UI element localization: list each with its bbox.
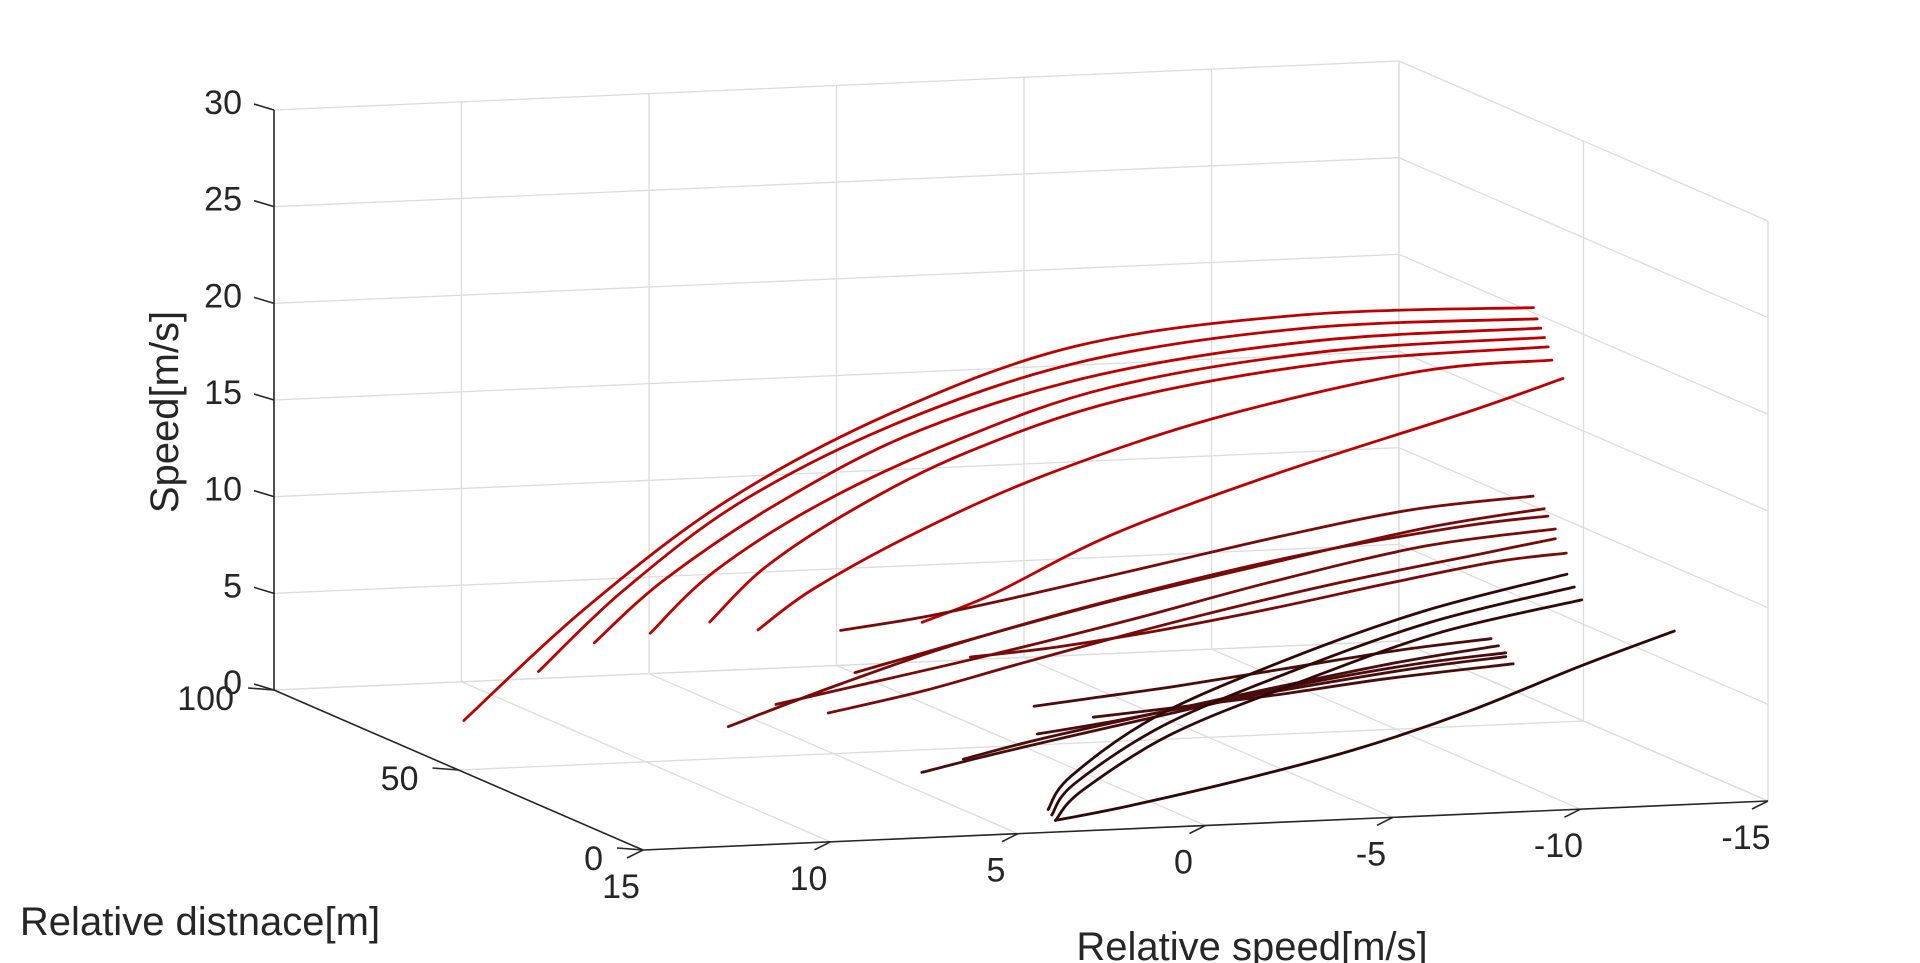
z-tick-label: 5 bbox=[223, 567, 242, 605]
x-tick-mark bbox=[626, 849, 644, 859]
trajectory-line bbox=[1032, 637, 1493, 708]
x-tick-mark bbox=[1564, 808, 1581, 818]
y-tick-label: 100 bbox=[177, 680, 234, 718]
trajectory-line bbox=[726, 514, 1550, 728]
y-tick-label: 50 bbox=[381, 760, 419, 798]
x-tick-mark bbox=[1751, 800, 1769, 810]
backwall-gridline-z bbox=[273, 157, 1400, 208]
z-tick-mark bbox=[253, 296, 275, 305]
x-axis-label: Relative speed[m/s] bbox=[1076, 925, 1427, 963]
trajectory-line bbox=[839, 494, 1535, 632]
z-tick-mark bbox=[253, 683, 275, 691]
z-tick-label: 15 bbox=[204, 374, 242, 412]
trajectory-line bbox=[1050, 585, 1576, 817]
x-tick-label: -10 bbox=[1534, 827, 1583, 865]
z-tick-label: 30 bbox=[204, 84, 242, 122]
sidewall-gridline-z bbox=[1398, 350, 1769, 512]
y-axis-label: Relative distnace[m] bbox=[20, 900, 380, 944]
backwall-gridline-z bbox=[273, 253, 1400, 304]
z-tick-mark bbox=[253, 489, 275, 498]
x-tick-mark bbox=[1376, 816, 1394, 827]
backwall-gridline-z bbox=[273, 447, 1400, 498]
x-tick-mark bbox=[1001, 832, 1019, 843]
trajectory-line bbox=[968, 551, 1568, 659]
sidewall-gridline-z bbox=[1398, 447, 1769, 609]
grid-layer bbox=[273, 60, 1769, 851]
sidewall-gridline-z bbox=[1398, 157, 1769, 319]
z-tick-mark bbox=[253, 199, 275, 208]
z-tick-mark bbox=[253, 586, 275, 595]
sidewall-gridline-z bbox=[1398, 543, 1769, 705]
sidewall-gridline-z bbox=[1398, 640, 1769, 802]
trajectory-line bbox=[592, 326, 1543, 645]
z-axis-label: Speed[m/s] bbox=[143, 311, 187, 513]
trajectory-line bbox=[1035, 655, 1508, 736]
y-tick-mark bbox=[247, 687, 275, 691]
x-tick-label: 0 bbox=[1174, 844, 1193, 882]
z-tick-mark bbox=[253, 393, 275, 401]
x-tick-label: 5 bbox=[987, 852, 1006, 890]
z-tick-label: 20 bbox=[204, 277, 242, 315]
y-tick-mark bbox=[432, 767, 459, 771]
backwall-gridline-z bbox=[273, 350, 1400, 401]
x-tick-label: 10 bbox=[790, 860, 828, 898]
backwall-gridline-z bbox=[273, 640, 1400, 691]
x-tick-label: -15 bbox=[1721, 819, 1770, 857]
z-tick-mark bbox=[253, 103, 275, 111]
trajectory-line bbox=[826, 537, 1557, 715]
y-tick-mark bbox=[616, 847, 644, 851]
floor-gridline-y bbox=[458, 720, 1584, 771]
sidewall-gridline-z bbox=[1398, 253, 1769, 415]
z-tick-label: 0 bbox=[223, 664, 242, 702]
x-tick-mark bbox=[814, 841, 831, 851]
x-tick-label: -5 bbox=[1356, 835, 1386, 873]
trajectory-line bbox=[920, 651, 1508, 774]
trajectory-line bbox=[774, 527, 1557, 706]
trajectory-line bbox=[537, 317, 1539, 673]
z-tick-label: 10 bbox=[204, 471, 242, 509]
trajectory-line bbox=[1046, 572, 1569, 811]
trajectory-line bbox=[1054, 629, 1676, 822]
z-tick-label: 25 bbox=[204, 181, 242, 219]
trajectory-layer bbox=[462, 306, 1676, 822]
y-tick-label: 0 bbox=[584, 840, 603, 878]
trajectory-line bbox=[462, 306, 1535, 722]
trajectory-line bbox=[1054, 598, 1584, 822]
trajectory-line bbox=[853, 507, 1546, 674]
trajectory-line bbox=[756, 358, 1554, 632]
trajectory-line bbox=[708, 345, 1550, 624]
sidewall-gridline-z bbox=[1398, 60, 1769, 222]
trajectory-line bbox=[1091, 662, 1515, 719]
x-tick-label: 15 bbox=[602, 868, 640, 906]
backwall-gridline-z bbox=[273, 60, 1400, 111]
trajectory-line bbox=[648, 336, 1546, 635]
trajectory-line bbox=[920, 377, 1565, 624]
x-tick-mark bbox=[1189, 824, 1206, 835]
